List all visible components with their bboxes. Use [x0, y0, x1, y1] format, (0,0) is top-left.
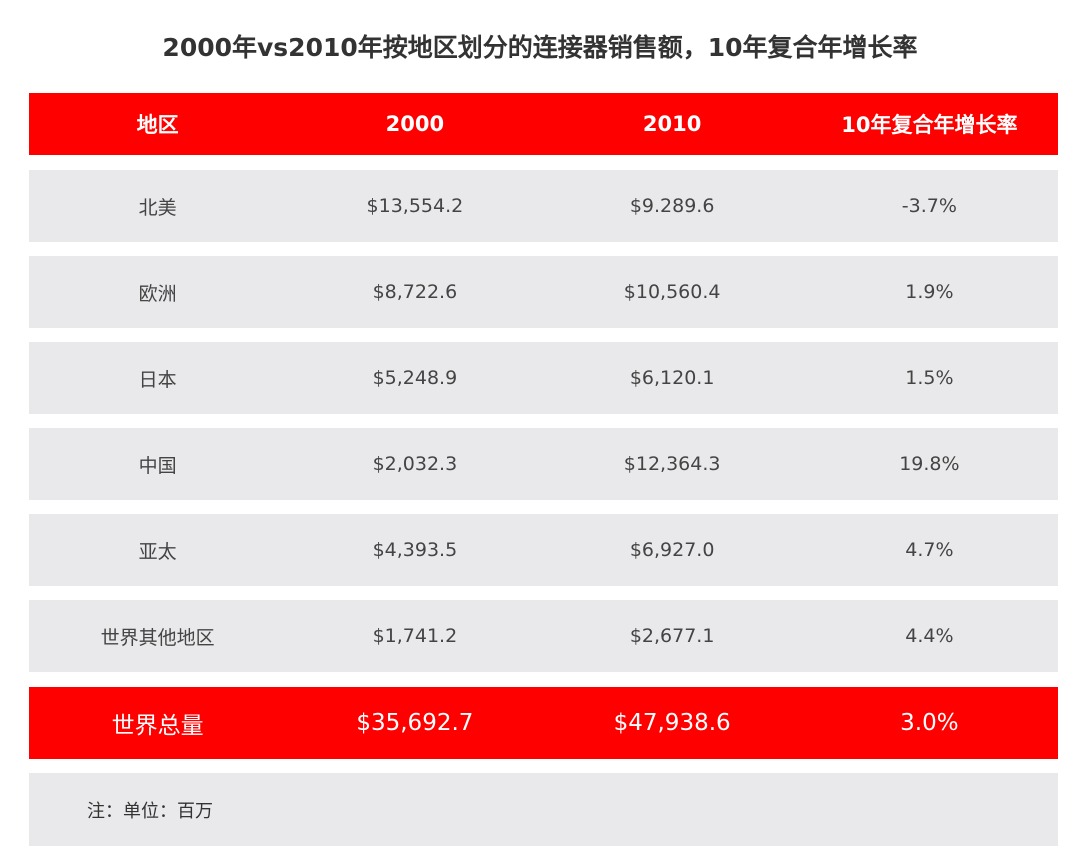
table-row: 日本 $5,248.9 $6,120.1 1.5% [29, 342, 1058, 414]
total-2010: $47,938.6 [613, 710, 731, 736]
cell-value-2010: $9.289.6 [629, 195, 715, 217]
cell-value-2000: $5,248.9 [372, 367, 458, 389]
header-2010: 2010 [642, 112, 702, 136]
unit-note: 注：单位：百万 [87, 800, 213, 822]
total-2000: $35,692.7 [356, 710, 474, 736]
table-row: 世界其他地区 $1,741.2 $2,677.1 4.4% [29, 600, 1058, 672]
table-row: 亚太 $4,393.5 $6,927.0 4.7% [29, 514, 1058, 586]
cell-value-2000: $13,554.2 [366, 195, 464, 217]
cell-value-2000: $4,393.5 [372, 539, 458, 561]
cell-cagr: 1.5% [905, 367, 954, 389]
cell-value-2010: $6,927.0 [629, 539, 715, 561]
total-label: 世界总量 [111, 713, 204, 739]
header-2000: 2000 [385, 112, 445, 136]
total-cagr: 3.0% [900, 710, 959, 736]
cell-region: 世界其他地区 [100, 626, 215, 649]
cell-value-2010: $12,364.3 [623, 453, 721, 475]
cell-value-2010: $10,560.4 [623, 281, 721, 303]
cell-cagr: -3.7% [901, 195, 957, 217]
note-row: 注：单位：百万 [29, 773, 1058, 846]
cell-cagr: 19.8% [899, 453, 960, 475]
table-header: 地区 2000 2010 10年复合年增长率 [29, 93, 1058, 155]
table-title: 2000年vs2010年按地区划分的连接器销售额，10年复合年增长率 [162, 33, 918, 62]
cell-region: 中国 [138, 454, 177, 477]
cell-value-2000: $8,722.6 [372, 281, 458, 303]
cell-region: 北美 [138, 196, 177, 219]
cell-value-2000: $2,032.3 [372, 453, 458, 475]
cell-region: 亚太 [138, 540, 177, 563]
table-row: 中国 $2,032.3 $12,364.3 19.8% [29, 428, 1058, 500]
table-row: 欧洲 $8,722.6 $10,560.4 1.9% [29, 256, 1058, 328]
cell-cagr: 4.4% [905, 625, 954, 647]
cell-region: 日本 [138, 368, 177, 391]
cell-cagr: 4.7% [905, 539, 954, 561]
cell-value-2010: $6,120.1 [629, 367, 715, 389]
header-cagr: 10年复合年增长率 [841, 113, 1018, 137]
cell-value-2000: $1,741.2 [372, 625, 458, 647]
cell-region: 欧洲 [138, 282, 177, 305]
table-row: 北美 $13,554.2 $9.289.6 -3.7% [29, 170, 1058, 242]
total-row: 世界总量 $35,692.7 $47,938.6 3.0% [29, 687, 1058, 759]
cell-value-2010: $2,677.1 [629, 625, 715, 647]
cell-cagr: 1.9% [905, 281, 954, 303]
header-region: 地区 [136, 113, 179, 137]
